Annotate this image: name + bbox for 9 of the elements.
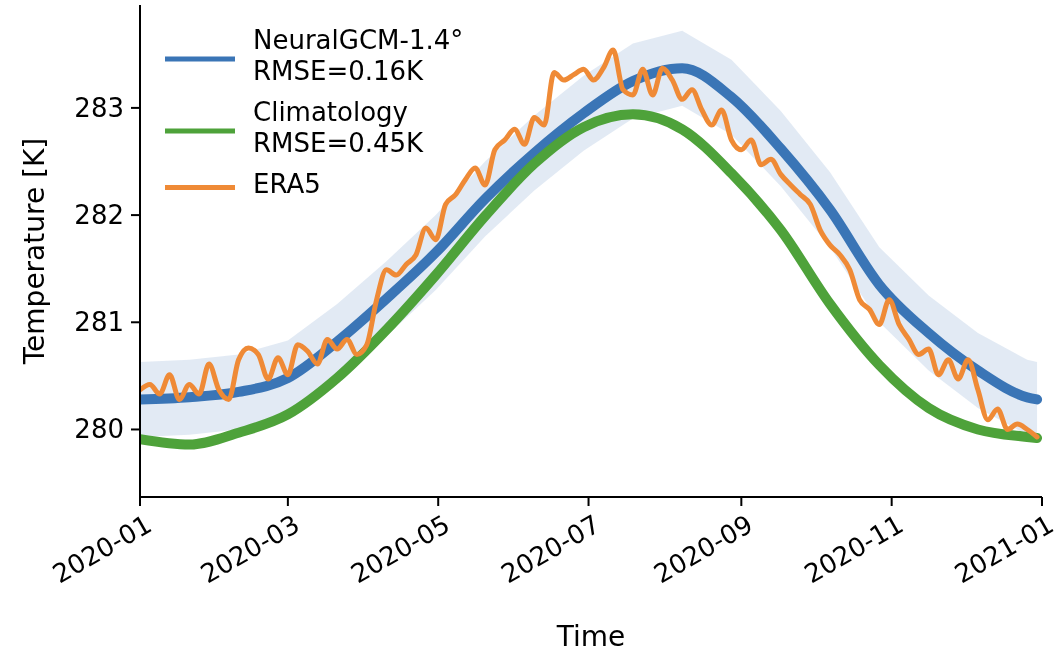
- x-axis-title: Time: [555, 620, 626, 651]
- y-tick-label: 283: [74, 92, 124, 123]
- y-tick-label: 280: [74, 414, 124, 445]
- y-tick-label: 281: [74, 307, 124, 338]
- legend-label: ERA5: [253, 169, 321, 200]
- legend-label: NeuralGCM-1.4° RMSE=0.16K: [253, 25, 464, 87]
- y-tick-label: 282: [74, 200, 124, 231]
- y-axis-title: Temperature [K]: [18, 137, 51, 366]
- legend-label: Climatology RMSE=0.45K: [253, 97, 425, 159]
